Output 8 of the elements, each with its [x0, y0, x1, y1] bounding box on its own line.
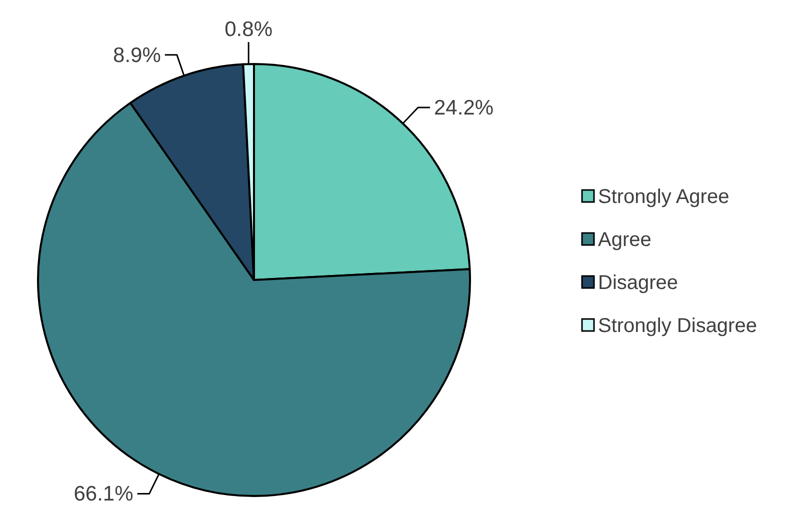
legend-label: Agree [598, 229, 652, 251]
legend-label: Disagree [598, 272, 678, 294]
data-label: 8.9% [113, 44, 161, 67]
data-label: 0.8% [224, 18, 273, 42]
legend-label: Strongly Disagree [598, 315, 757, 337]
data-label: 66.1% [74, 482, 134, 506]
legend-label: Strongly Agree [598, 186, 730, 208]
data-label: 24.2% [434, 96, 494, 120]
